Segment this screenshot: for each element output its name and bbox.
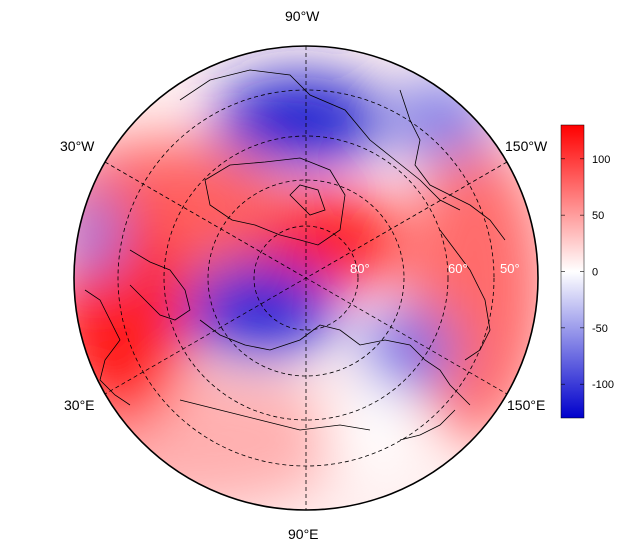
coast-siberia bbox=[199, 319, 411, 351]
negative-anomaly-east-siberia bbox=[365, 310, 455, 390]
colorbar-tick-label: -50 bbox=[592, 323, 608, 335]
negative-anomaly-siberia bbox=[185, 260, 335, 360]
graticule bbox=[104, 46, 508, 510]
colorbar-tick-label: -100 bbox=[592, 379, 614, 391]
lon-label-30e: 30°E bbox=[64, 397, 95, 413]
colorbar-ticks: 100 50 0 -50 -100 bbox=[561, 154, 614, 391]
lon-label-90e: 90°E bbox=[288, 526, 319, 542]
lon-label-150e: 150°E bbox=[507, 397, 545, 413]
coast-kamchatka bbox=[409, 344, 471, 406]
coast-canada-islands bbox=[289, 184, 326, 216]
colorbar: 100 50 0 -50 -100 bbox=[560, 124, 614, 419]
lat-circle-80 bbox=[253, 225, 359, 331]
coast-scandinavia bbox=[129, 249, 191, 321]
meridian-150w-30e bbox=[104, 161, 508, 395]
lat-circle-70 bbox=[207, 179, 405, 377]
negative-anomaly-canada bbox=[215, 75, 385, 165]
lat-label-60: 60° bbox=[448, 261, 468, 276]
anomaly-field bbox=[74, 46, 538, 510]
positive-anomaly-north-pacific bbox=[405, 140, 538, 440]
map-boundary bbox=[73, 45, 539, 511]
lon-label-30w: 30°W bbox=[60, 138, 95, 154]
coast-central-asia-border bbox=[179, 399, 371, 431]
colorbar-tick-label: 100 bbox=[592, 154, 610, 166]
coast-europe bbox=[84, 289, 131, 406]
coastlines bbox=[84, 69, 506, 441]
positive-anomaly-eurasia bbox=[74, 370, 350, 510]
lon-label-150w: 150°W bbox=[505, 138, 548, 154]
coast-east-asia bbox=[399, 409, 456, 441]
coast-greenland bbox=[204, 157, 346, 246]
lat-label-80: 80° bbox=[350, 261, 370, 276]
colorbar-tick-label: 0 bbox=[592, 267, 598, 279]
lat-circle-60 bbox=[163, 135, 449, 421]
coast-arctic-canada bbox=[179, 69, 461, 211]
lat-label-50: 50° bbox=[500, 261, 520, 276]
colorbar-tick-label: 50 bbox=[592, 210, 604, 222]
lon-label-90w: 90°W bbox=[285, 8, 320, 24]
